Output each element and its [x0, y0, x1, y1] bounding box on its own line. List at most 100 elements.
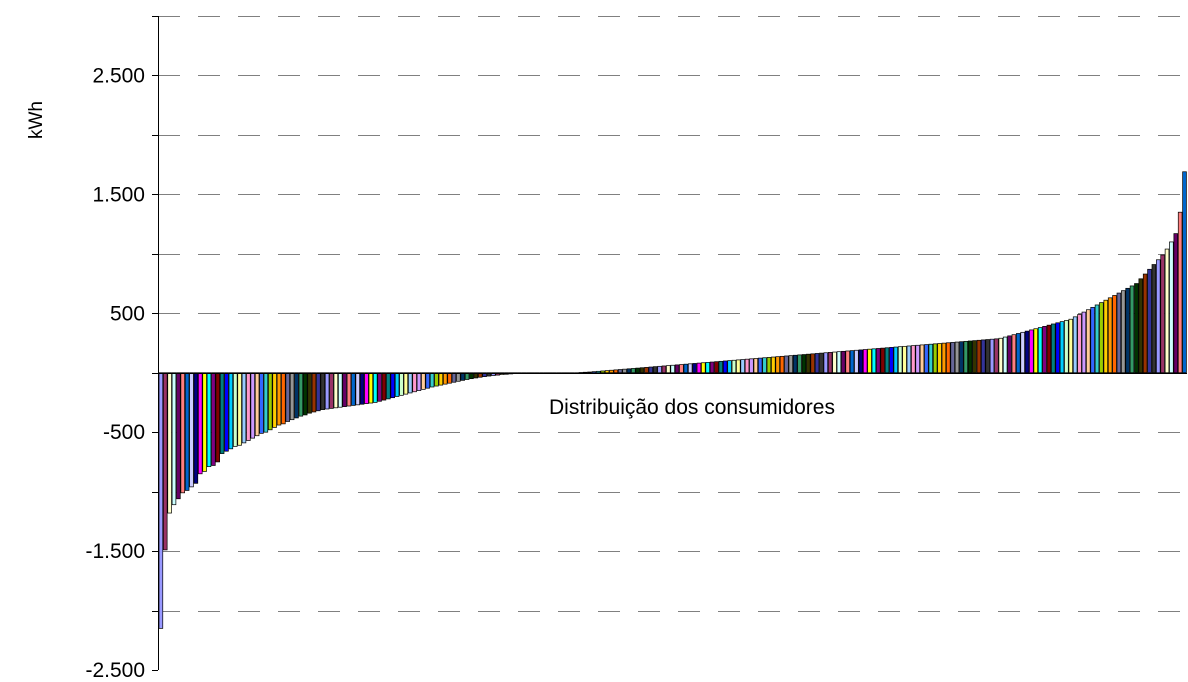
- bar: [285, 372, 290, 422]
- bar: [788, 355, 794, 374]
- y-tick-label: 2.500: [92, 65, 145, 88]
- bar: [1002, 336, 1008, 374]
- bar: [486, 372, 492, 377]
- bar: [736, 359, 741, 374]
- y-tick-label: 1.500: [92, 183, 145, 206]
- bar: [714, 361, 719, 374]
- bar: [237, 372, 242, 446]
- bar: [477, 372, 483, 378]
- bar: [657, 365, 662, 374]
- bar: [469, 372, 474, 380]
- bar: [219, 372, 225, 454]
- bar: [1099, 302, 1104, 374]
- bar: [263, 372, 269, 433]
- bar: [701, 362, 706, 374]
- bar: [1077, 314, 1082, 374]
- bar: [941, 342, 947, 374]
- bar: [932, 343, 938, 374]
- bar: [819, 352, 824, 374]
- bar: [924, 344, 929, 374]
- bar: [386, 372, 391, 400]
- bar: [464, 372, 470, 380]
- bar: [1121, 290, 1126, 374]
- bar: [928, 343, 934, 374]
- bar: [906, 345, 912, 374]
- bar: [311, 372, 317, 413]
- bar: [281, 372, 286, 425]
- bar: [600, 370, 605, 374]
- bar: [355, 372, 360, 406]
- bar: [709, 361, 715, 374]
- bar: [1094, 304, 1100, 374]
- bar: [1138, 278, 1144, 374]
- bar: [613, 369, 619, 374]
- axes: [152, 16, 1187, 671]
- bar: [871, 348, 877, 374]
- bar: [158, 372, 164, 629]
- bar: [609, 369, 614, 374]
- bar: [425, 372, 430, 389]
- bar: [753, 358, 759, 374]
- bar: [316, 372, 321, 412]
- bar: [994, 338, 999, 374]
- bar: [670, 364, 675, 374]
- bar: [268, 372, 273, 431]
- bar: [797, 354, 802, 374]
- bar: [1072, 316, 1078, 374]
- bar: [1064, 320, 1069, 374]
- bar: [329, 372, 334, 409]
- bar: [346, 372, 352, 407]
- bar: [342, 372, 347, 407]
- bar: [841, 350, 846, 374]
- bar: [1055, 322, 1060, 374]
- bar: [666, 365, 671, 374]
- bar: [998, 337, 1004, 374]
- bar: [937, 343, 942, 374]
- bar: [889, 347, 894, 374]
- bar: [959, 341, 964, 374]
- bar: [211, 372, 216, 466]
- bar: [1177, 211, 1183, 374]
- bar: [644, 367, 649, 374]
- bar: [897, 346, 903, 374]
- bar: [1046, 324, 1052, 374]
- bar: [442, 372, 448, 385]
- bar: [1042, 326, 1047, 374]
- bar: [364, 372, 369, 405]
- bar: [167, 372, 172, 514]
- bar: [246, 372, 251, 441]
- bar: [307, 372, 312, 414]
- bar: [902, 345, 907, 374]
- bar: [1033, 328, 1039, 374]
- bar: [1007, 335, 1012, 374]
- bar: [241, 372, 247, 444]
- bar: [399, 372, 404, 396]
- bar: [394, 372, 400, 397]
- bar: [845, 350, 850, 374]
- bar: [1103, 299, 1109, 374]
- bar: [591, 371, 597, 374]
- bar: [836, 351, 842, 374]
- bar: [880, 347, 885, 374]
- bar: [652, 366, 658, 374]
- bar: [1016, 333, 1021, 374]
- bar: [810, 353, 815, 374]
- gridlines: [158, 16, 1187, 612]
- bar: [858, 349, 864, 374]
- bar: [254, 372, 260, 437]
- bar: [1011, 334, 1017, 374]
- bar: [180, 372, 185, 494]
- bar: [1164, 248, 1170, 374]
- bar: [1160, 254, 1165, 374]
- bar: [1129, 285, 1135, 374]
- bar: [456, 372, 461, 382]
- bar: [622, 368, 627, 374]
- bar: [919, 344, 925, 374]
- bar: [806, 353, 811, 374]
- bar: [228, 372, 234, 450]
- bar: [862, 349, 868, 374]
- bar: [626, 368, 632, 374]
- bar: [775, 356, 780, 374]
- bar: [674, 364, 680, 374]
